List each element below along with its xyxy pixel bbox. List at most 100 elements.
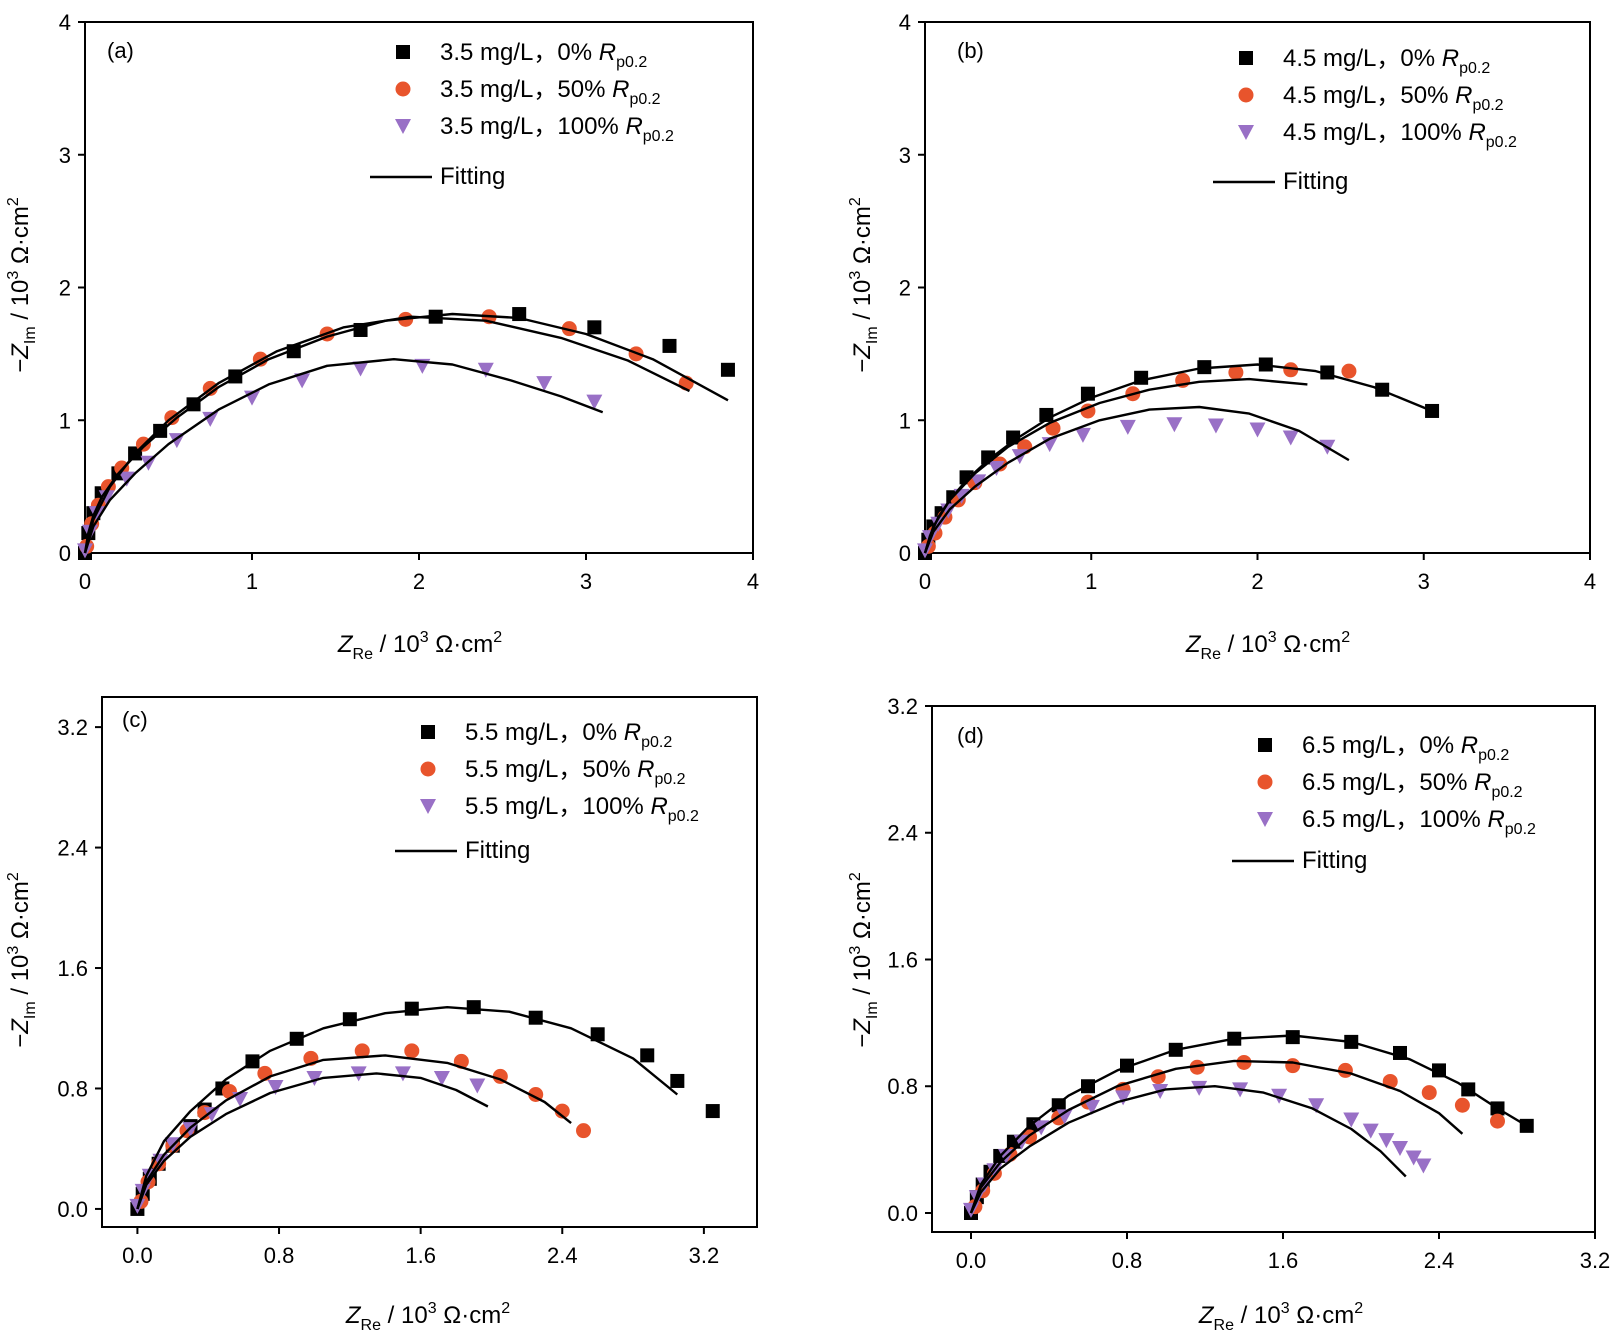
chart-panel-1: 0 1 2 3 4 0 1 2 3 4 (a) ZRe / 103 Ω·cm2 −ZIm / 103 Ω… xyxy=(5,10,759,663)
y-tick-label: 0.8 xyxy=(887,1074,918,1099)
legend-marker-triangle xyxy=(395,119,411,134)
x-axis-label: ZRe / 103 Ω·cm2 xyxy=(1185,629,1350,663)
legend-marker-triangle xyxy=(420,799,436,814)
legend-label: Fitting xyxy=(465,837,530,864)
legend-marker-triangle xyxy=(1257,812,1273,827)
x-tick-label: 4 xyxy=(747,569,759,594)
y-tick-label: 2.4 xyxy=(57,836,88,861)
legend-label: 5.5 mg/L，100% Rp0.2 xyxy=(465,793,699,825)
x-tick-label: 2 xyxy=(1251,569,1263,594)
triangle-point xyxy=(1166,417,1183,433)
triangle-point xyxy=(433,1070,450,1086)
legend-marker-square xyxy=(1239,51,1253,65)
y-tick-label: 2 xyxy=(899,276,911,301)
legend-marker-square xyxy=(1258,738,1272,752)
x-tick-label: 3.2 xyxy=(1580,1248,1611,1273)
y-axis-label: −ZIm / 103 Ω·cm2 xyxy=(5,872,39,1048)
y-tick-label: 1 xyxy=(899,408,911,433)
triangle-point xyxy=(1392,1141,1408,1157)
x-tick-label: 0.0 xyxy=(122,1243,153,1268)
circle-point xyxy=(354,1043,370,1059)
circle-series xyxy=(79,309,694,554)
triangle-point xyxy=(306,1070,323,1086)
fitting-curve xyxy=(83,315,691,554)
x-tick-label: 1 xyxy=(246,569,258,594)
x-tick-label: 3.2 xyxy=(689,1243,720,1268)
triangle-point xyxy=(118,471,135,487)
legend-label: 5.5 mg/L，0% Rp0.2 xyxy=(465,719,672,751)
x-tick-label: 0.8 xyxy=(1112,1248,1143,1273)
circle-point xyxy=(1283,362,1299,378)
y-axis-label: −ZIm / 103 Ω·cm2 xyxy=(847,872,881,1048)
chart-panel-2: 0 1 2 3 4 0 1 2 3 4 (b) ZRe / 103 Ω·cm2 −ZIm / 103 Ω… xyxy=(847,10,1596,663)
legend-entry: 5.5 mg/L，100% Rp0.2 xyxy=(420,793,699,825)
triangle-point xyxy=(477,362,494,378)
panel-label: (c) xyxy=(122,707,148,732)
legend-label: 6.5 mg/L，100% Rp0.2 xyxy=(1302,806,1536,838)
x-tick-label: 2 xyxy=(413,569,425,594)
square-point xyxy=(662,338,677,353)
chart-panel-4: 0.0 0.8 1.6 2.4 3.2 0.0 0.8 1.6 2.4 3.2 (d) ZRe / 1… xyxy=(847,694,1610,1334)
y-tick-label: 0.0 xyxy=(57,1197,88,1222)
y-tick-label: 0 xyxy=(899,541,911,566)
square-point xyxy=(640,1048,655,1063)
circle-point xyxy=(1421,1085,1437,1101)
y-tick-label: 1.6 xyxy=(57,956,88,981)
legend-label: 3.5 mg/L，100% Rp0.2 xyxy=(440,113,674,145)
y-tick-label: 3.2 xyxy=(57,715,88,740)
legend-marker-circle xyxy=(1238,87,1254,103)
legend-label: Fitting xyxy=(1283,168,1348,195)
triangle-point xyxy=(1119,419,1136,435)
legend-marker-square xyxy=(396,45,410,59)
triangle-point xyxy=(394,1066,411,1082)
triangle-point xyxy=(536,376,553,392)
legend-entry: Fitting xyxy=(1213,168,1348,195)
panel-label: (b) xyxy=(957,38,984,63)
triangle-point xyxy=(203,1107,220,1123)
triangle-point xyxy=(1282,430,1299,446)
circle-point xyxy=(1228,364,1244,380)
fitting-curve xyxy=(969,1085,1407,1214)
legend-entry: 6.5 mg/L，0% Rp0.2 xyxy=(1258,732,1509,764)
chart-panel-3: 0.0 0.8 1.6 2.4 3.2 0.0 0.8 1.6 2.4 3.2 (c) ZRe / 1… xyxy=(5,696,758,1334)
legend-entry: 4.5 mg/L，50% Rp0.2 xyxy=(1238,82,1504,114)
triangle-point xyxy=(352,361,369,377)
y-tick-label: 2.4 xyxy=(887,821,918,846)
x-tick-label: 1.6 xyxy=(1268,1248,1299,1273)
triangle-point xyxy=(988,461,1005,477)
circle-point xyxy=(554,1103,570,1119)
fitting-curve xyxy=(136,1006,679,1210)
y-tick-label: 3 xyxy=(59,143,71,168)
legend-entry: 3.5 mg/L，0% Rp0.2 xyxy=(396,39,647,71)
panel-label: (a) xyxy=(107,38,134,63)
x-tick-label: 3 xyxy=(1418,569,1430,594)
legend-entry: 4.5 mg/L，0% Rp0.2 xyxy=(1239,45,1490,77)
triangle-point xyxy=(1271,1088,1288,1104)
circle-point xyxy=(1490,1113,1505,1129)
square-point xyxy=(1432,1063,1446,1078)
triangle-point xyxy=(202,411,219,427)
x-tick-label: 2.4 xyxy=(547,1243,578,1268)
y-tick-label: 1.6 xyxy=(887,947,918,972)
triangle-point xyxy=(267,1079,284,1095)
circle-point xyxy=(1285,1058,1301,1074)
legend-entry: 5.5 mg/L，0% Rp0.2 xyxy=(421,719,672,751)
y-tick-label: 3 xyxy=(899,143,911,168)
legend-label: 4.5 mg/L，100% Rp0.2 xyxy=(1283,119,1517,151)
x-tick-label: 0 xyxy=(79,569,91,594)
triangle-point xyxy=(1074,427,1091,443)
triangle-point xyxy=(1207,418,1224,434)
legend-entry: 5.5 mg/L，50% Rp0.2 xyxy=(420,756,686,788)
x-axis-label: ZRe / 103 Ω·cm2 xyxy=(345,1300,510,1334)
fitting-curve xyxy=(969,1059,1464,1214)
x-tick-label: 2.4 xyxy=(1424,1248,1455,1273)
square-point xyxy=(1285,1030,1300,1045)
triangle-series xyxy=(963,1080,1432,1218)
fitting-curve xyxy=(136,1072,489,1210)
fitting-curve xyxy=(83,358,604,554)
legend-marker-square xyxy=(421,725,435,739)
square-point xyxy=(705,1104,720,1119)
triangle-point xyxy=(294,373,311,389)
x-tick-label: 0 xyxy=(919,569,931,594)
